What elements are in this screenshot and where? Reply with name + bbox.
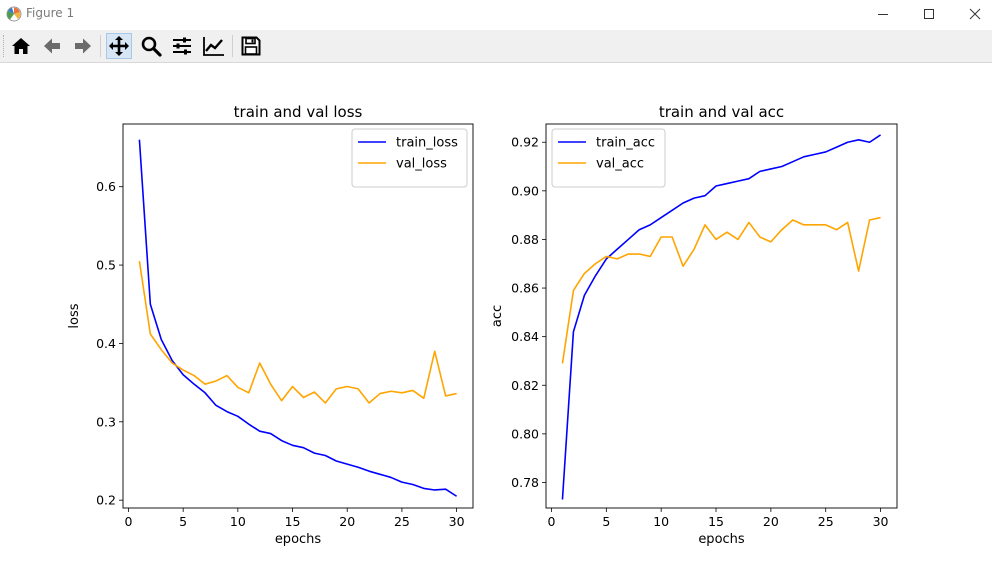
y-tick-label: 0.78 [511,475,539,490]
legend-label: train_acc [596,136,655,151]
x-tick-label: 10 [653,514,669,529]
figure-canvas[interactable]: train and val loss 0 5 10 15 20 25 30 0.2 0.3 0.4 0… [0,63,992,559]
y-tick-label: 0.88 [511,232,539,247]
edit-axes-button[interactable] [200,33,226,59]
legend-label: val_acc [596,157,644,172]
x-tick-label: 20 [339,514,355,529]
x-tick-label: 0 [548,514,556,529]
legend: train_loss val_loss [351,128,468,188]
legend: train_acc val_acc [551,128,666,188]
legend-box [351,128,468,188]
minimize-icon [878,14,888,15]
close-button[interactable] [952,0,992,29]
figure-svg: train and val loss 0 5 10 15 20 25 30 0.2 0.3 0.4 0… [67,103,898,547]
axes-frame [545,123,898,509]
x-tick-label: 25 [818,514,834,529]
forward-button[interactable] [70,33,96,59]
y-tick-label: 0.92 [511,135,539,150]
x-tick-label: 25 [394,514,410,529]
back-button[interactable] [39,33,65,59]
x-tick-label: 5 [602,514,610,529]
pan-button[interactable] [106,33,132,59]
forward-arrow-icon [75,38,91,54]
y-axis-label: loss [67,303,82,328]
home-icon [12,38,30,54]
back-arrow-icon [44,38,60,54]
y-tick-label: 0.3 [96,414,116,429]
window-titlebar: Figure 1 [0,0,992,29]
x-tick-label: 30 [873,514,889,529]
y-tick-label: 0.84 [511,329,539,344]
edit-curves-icon [203,37,224,56]
subplots-button[interactable] [169,33,195,59]
window-title: Figure 1 [26,6,75,20]
x-tick-label: 30 [449,514,465,529]
x-axis-label: epochs [275,532,322,547]
maximize-button[interactable] [906,0,952,29]
y-tick-label: 0.5 [96,258,116,273]
chart-title: train and val loss [234,103,363,121]
series-line-train_acc [561,134,881,500]
y-axis-label: acc [490,305,505,327]
y-tick-label: 0.4 [96,336,116,351]
minimize-button[interactable] [860,0,906,29]
y-tick-label: 0.80 [511,426,539,441]
x-tick-label: 5 [179,514,187,529]
x-tick-label: 15 [285,514,301,529]
maximize-icon [924,9,934,19]
x-tick-label: 0 [124,514,132,529]
navigation-toolbar [0,30,992,63]
y-tick-label: 0.86 [511,281,539,296]
legend-label: val_loss [396,157,447,172]
series-line-train_loss [138,139,458,497]
axes-2: train and val acc 0 5 10 15 20 25 30 0.78 0.80 0.8… [490,103,898,547]
pan-move-icon [109,36,129,56]
legend-label: train_loss [396,136,458,151]
matplotlib-app-icon [6,6,22,22]
series-line-val_loss [138,261,457,404]
series-line-val_acc [561,216,881,364]
save-floppy-icon [241,36,261,56]
zoom-button[interactable] [138,33,164,59]
x-tick-label: 15 [708,514,724,529]
y-tick-label: 0.82 [511,378,539,393]
close-icon [969,8,981,20]
toolbar-separator [100,35,101,57]
y-tick-label: 0.90 [511,183,539,198]
save-button[interactable] [238,33,264,59]
axes-frame [122,123,474,509]
legend-box [551,128,666,188]
y-tick-label: 0.6 [96,179,116,194]
x-tick-label: 20 [763,514,779,529]
x-axis-label: epochs [698,532,745,547]
toolbar-separator [232,35,233,57]
home-button[interactable] [8,33,34,59]
configure-subplots-icon [173,37,191,55]
toolbar-grip [3,35,7,57]
y-tick-label: 0.2 [96,493,116,508]
zoom-magnifier-icon [141,36,162,57]
chart-title: train and val acc [659,103,784,121]
axes-1: train and val loss 0 5 10 15 20 25 30 0.2 0.3 0.4 0… [67,103,474,547]
x-tick-label: 10 [230,514,246,529]
